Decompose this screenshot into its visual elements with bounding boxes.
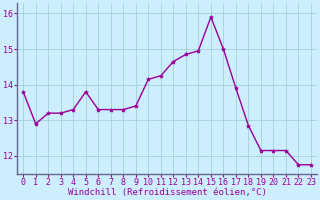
X-axis label: Windchill (Refroidissement éolien,°C): Windchill (Refroidissement éolien,°C) bbox=[68, 188, 267, 197]
